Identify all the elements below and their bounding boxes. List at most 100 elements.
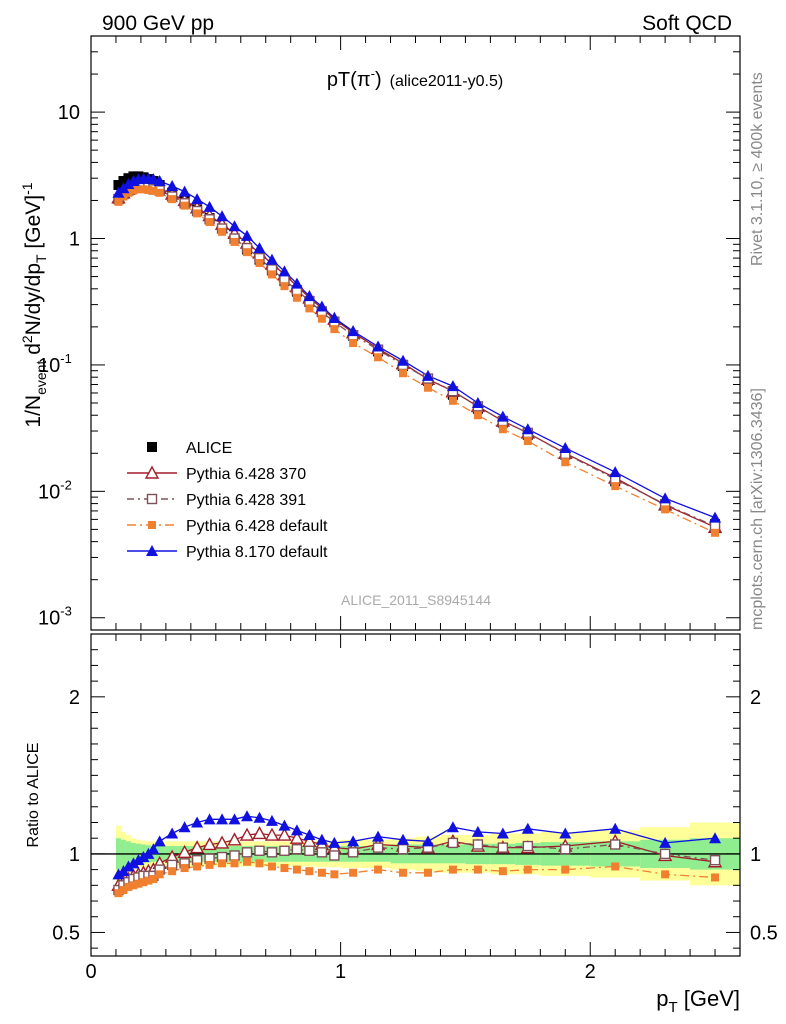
ratio-point-s4-24 [372,830,385,842]
main-point-s3-23 [349,339,358,348]
main-point-s4-31 [559,442,572,454]
main-point-s3-22 [330,325,339,334]
ratio-point-s3-31 [561,865,570,874]
ratio-point-s4-4 [132,854,145,866]
ratio-point-s3-27 [448,865,457,874]
ratio-point-s4-26 [421,835,434,847]
legend-label-0: ALICE [186,440,232,457]
ratio-point-s4-33 [659,836,672,848]
main-point-s4-25 [397,354,410,366]
ratio-panel: 2 21 10.5 0.50 1 2 Ratio to ALICE pT [GeV] [25,633,778,1016]
main-y-axis-label: 1/Nevent d2N/dy/dpT [GeV]-1 [19,182,49,427]
ratio-point-s4-28 [471,825,484,837]
ratio-point-s4-14 [228,813,241,825]
ratio-point-s2-25 [397,843,409,855]
main-point-s4-33 [659,492,672,504]
ratio-ytick-label-right-0: 2 [750,687,761,709]
ratio-point-s2-30 [522,840,534,852]
main-point-s3-7 [149,186,158,195]
ratio-ytick-label-left-1: 1 [69,844,80,866]
main-point-s3-9 [168,195,177,204]
ratio-point-s2-24 [372,842,384,853]
main-point-s3-33 [661,505,670,514]
ratio-point-s1-16 [252,826,267,840]
main-point-s3-6 [144,185,153,194]
main-point-s3-17 [267,270,276,279]
ratio-ytick-label-left-0: 2 [69,687,80,709]
ratio-point-s3-16 [255,859,264,868]
main-point-s4-23 [347,325,360,337]
ratio-point-s2-27 [447,837,459,849]
ratio-point-s4-18 [278,819,291,831]
legend-item-3: Pythia 6.428 default [127,518,328,535]
ratio-point-s2-20 [304,845,315,856]
main-ytick-label-2: 10-1 [38,351,72,377]
ratio-point-s3-5 [139,878,148,887]
ratio-point-s3-11 [193,862,202,871]
ratio-point-s3-26 [423,868,432,877]
main-point-s4-13 [216,210,229,222]
legend-label-3: Pythia 6.428 default [186,518,328,535]
main-ytick-label-4: 10-3 [38,604,72,630]
main-point-s4-8 [153,175,166,187]
main-point-s3-30 [523,437,532,446]
main-point-s4-22 [328,312,341,324]
ratio-point-s2-22 [329,850,340,861]
main-point-s3-15 [243,248,252,257]
ratio-point-s3-2 [124,882,133,891]
legend-item-0: ALICE [147,440,232,457]
ratio-point-s3-19 [292,865,301,874]
ratio-point-s4-10 [178,821,191,833]
ratio-point-s3-34 [711,873,720,882]
main-point-s4-17 [265,253,278,265]
ratio-point-s3-14 [230,859,239,868]
ratio-point-s2-16 [254,845,265,856]
ratio-point-s3-0 [114,889,123,898]
ratio-point-s4-17 [265,814,278,826]
ratio-point-s4-30 [521,822,534,834]
ratio-point-s1-18 [277,827,292,841]
main-ytick-label-1: 1 [69,229,80,251]
main-point-s3-32 [611,482,620,491]
legend-item-4: Pythia 8.170 default [127,544,328,561]
ratio-point-s3-3 [129,881,138,890]
ratio-point-s3-7 [149,875,158,884]
main-point-s4-16 [253,242,266,254]
main-point-s3-0 [114,197,123,206]
main-point-s3-4 [134,185,143,194]
ratio-point-s3-25 [399,868,408,877]
ratio-point-s3-9 [168,867,177,876]
ratio-point-s4-29 [496,827,509,839]
ratio-point-s3-29 [498,867,507,876]
ratio-ytick-label-left-2: 0.5 [52,922,80,944]
ratio-point-s3-1 [119,886,128,895]
ratio-point-s1-12 [202,837,217,851]
legend-marker-0 [147,442,157,452]
main-ytick-label-0: 10 [58,102,80,124]
main-point-s4-14 [228,220,241,232]
ratio-point-s3-17 [267,862,276,871]
main-point-s3-18 [280,282,289,291]
ratio-point-s4-15 [241,810,254,822]
ratio-point-s1-11 [189,840,205,854]
ratio-point-s3-18 [280,864,289,873]
ratio-point-s4-27 [446,821,459,833]
main-point-s3-26 [423,383,432,392]
ratio-point-s4-3 [127,857,140,869]
ratio-xtick-label-0: 0 [85,961,96,983]
ratio-point-s4-8 [153,835,166,847]
ratio-point-s4-34 [709,832,722,844]
main-point-s4-12 [203,200,216,212]
main-point-s4-28 [471,396,484,408]
plot-title: pT(π-) (alice2011-y0.5) [327,66,503,91]
ratio-point-s1-19 [289,830,305,844]
ratio-point-s2-28 [472,839,484,850]
legend-label-2: Pythia 6.428 391 [186,492,306,509]
ratio-point-s2-34 [709,854,721,866]
ratio-point-s4-11 [191,816,204,828]
main-point-s3-34 [711,528,720,537]
main-point-s3-28 [473,411,482,420]
ratio-point-s4-12 [203,813,216,825]
ratio-point-s2-33 [659,848,671,860]
